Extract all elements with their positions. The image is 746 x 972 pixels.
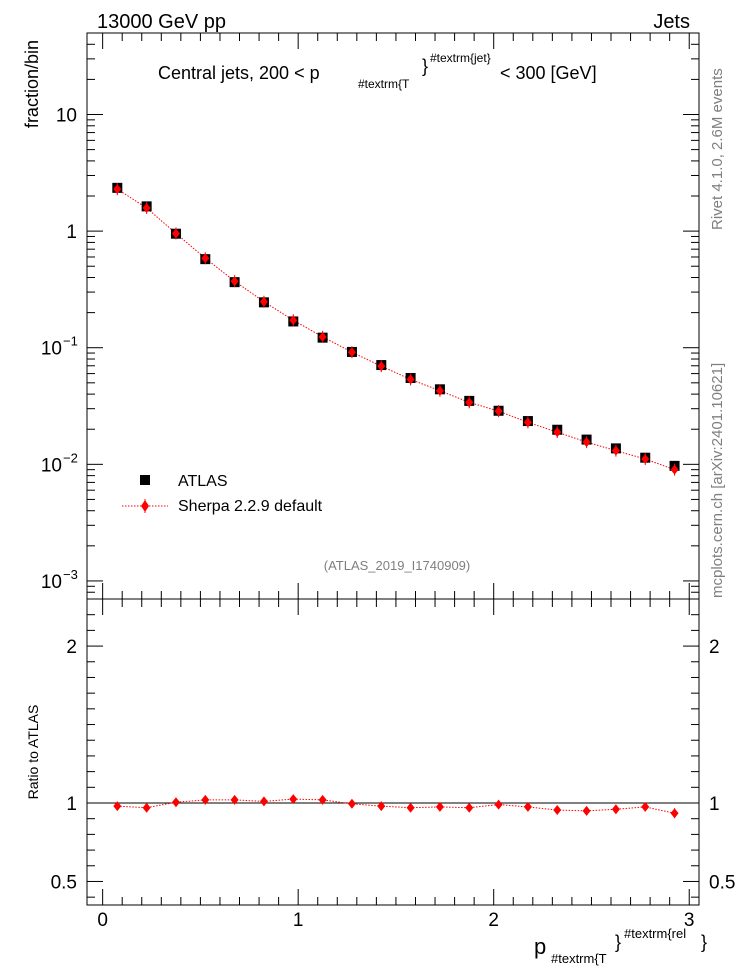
xlabel-brace: }	[615, 932, 621, 952]
xlabel-sup: #textrm{rel	[624, 926, 686, 941]
sherpa-point	[230, 276, 239, 287]
sherpa-point	[523, 417, 532, 428]
sherpa-point	[435, 385, 444, 396]
ratio-point	[641, 801, 650, 812]
ratio-y-tick-label-right: 1	[709, 794, 720, 815]
sherpa-line	[117, 188, 675, 471]
title-main: Central jets, 200 < p	[158, 63, 320, 83]
x-tick-label: 1	[293, 910, 304, 931]
sherpa-point	[553, 427, 562, 438]
legend-sherpa-label: Sherpa 2.2.9 default	[178, 498, 323, 515]
ratio-point	[465, 802, 474, 813]
x-tick-label: 0	[97, 910, 108, 931]
legend-atlas-marker	[140, 475, 150, 485]
sherpa-point	[377, 361, 386, 372]
header-right: Jets	[653, 11, 690, 33]
ratio-point	[553, 805, 562, 816]
sherpa-point	[347, 347, 356, 358]
y-tick-label: 10	[41, 339, 62, 360]
ratio-y-axis: 2 2 1 1 0.5 0.5	[51, 614, 735, 898]
ratio-point	[611, 804, 620, 815]
ratio-point	[289, 794, 298, 805]
watermark: (ATLAS_2019_I1740909)	[324, 558, 470, 573]
sherpa-point	[289, 315, 298, 326]
mcplots-label: mcplots.cern.ch [arXiv:2401.10621]	[709, 363, 726, 598]
ratio-point	[435, 801, 444, 812]
xlabel-main: p	[534, 934, 546, 959]
y-tick-label: 1	[66, 222, 77, 243]
x-tick-label: 2	[488, 910, 499, 931]
y-tick-exp: −2	[63, 450, 78, 465]
main-x-ticks	[102, 33, 690, 599]
ratio-frame	[86, 598, 700, 906]
sherpa-point	[259, 296, 268, 307]
y-tick-exp: −3	[63, 567, 78, 582]
ratio-point	[171, 797, 180, 808]
ratio-point	[406, 802, 415, 813]
sherpa-point	[406, 374, 415, 385]
ratio-data-points	[113, 794, 679, 819]
title-brace: }	[422, 56, 428, 76]
sherpa-point	[318, 331, 327, 342]
sherpa-point	[113, 184, 122, 195]
ratio-point	[494, 799, 503, 810]
y-tick-label: 10	[56, 106, 77, 127]
ratio-point	[347, 798, 356, 809]
sherpa-point	[641, 454, 650, 465]
sherpa-point	[611, 445, 620, 456]
sherpa-point	[670, 464, 679, 475]
title-sub: #textrm{T	[358, 77, 410, 91]
ratio-line	[117, 798, 675, 814]
ratio-point	[201, 794, 210, 805]
legend-sherpa-marker	[141, 500, 149, 512]
sherpa-point	[494, 406, 503, 417]
main-data-points	[112, 182, 680, 476]
ratio-y-tick-label: 2	[66, 637, 77, 658]
title-tail: < 300 [GeV]	[500, 63, 597, 83]
ratio-panel: 2 2 1 1 0.5 0.5 0 1 2 3 Ratio to ATLAS p #textrm…	[25, 598, 735, 968]
rivet-label: Rivet 4.1.0, 2.6M events	[709, 68, 726, 230]
x-tick-label: 3	[684, 910, 695, 931]
ratio-y-tick-label-right: 0.5	[709, 872, 735, 893]
ratio-point	[377, 801, 386, 812]
header-left: 13000 GeV pp	[97, 11, 226, 33]
ratio-ylabel: Ratio to ATLAS	[25, 705, 41, 800]
sherpa-point	[142, 202, 151, 213]
sherpa-point	[582, 437, 591, 448]
ratio-point	[523, 801, 532, 812]
ratio-point	[113, 801, 122, 812]
ratio-y-tick-label: 0.5	[51, 872, 77, 893]
ratio-point	[318, 794, 327, 805]
main-title: Central jets, 200 < p #textrm{T } #textr…	[158, 46, 597, 92]
ratio-point	[582, 805, 591, 816]
sherpa-point	[201, 253, 210, 264]
ratio-point	[230, 794, 239, 805]
legend: ATLAS Sherpa 2.2.9 default	[122, 473, 323, 515]
ratio-point	[259, 796, 268, 807]
ratio-point	[142, 802, 151, 813]
ratio-point	[670, 808, 679, 819]
ratio-y-tick-label-right: 2	[709, 637, 720, 658]
ratio-x-axis: 0 1 2 3	[97, 599, 695, 931]
main-ylabel: fraction/bin	[22, 40, 42, 128]
xlabel-sub: #textrm{T	[551, 951, 607, 966]
legend-atlas-label: ATLAS	[178, 473, 228, 490]
y-tick-exp: −1	[63, 334, 78, 349]
sherpa-point	[171, 228, 180, 239]
title-sup: #textrm{jet}	[430, 51, 491, 65]
xlabel: p #textrm{T } #textrm{rel }	[534, 918, 707, 968]
y-tick-label: 10	[41, 455, 62, 476]
ratio-y-tick-label: 1	[66, 794, 77, 815]
xlabel-brace-2: }	[701, 932, 707, 952]
y-tick-label: 10	[41, 572, 62, 593]
sherpa-point	[465, 397, 474, 408]
